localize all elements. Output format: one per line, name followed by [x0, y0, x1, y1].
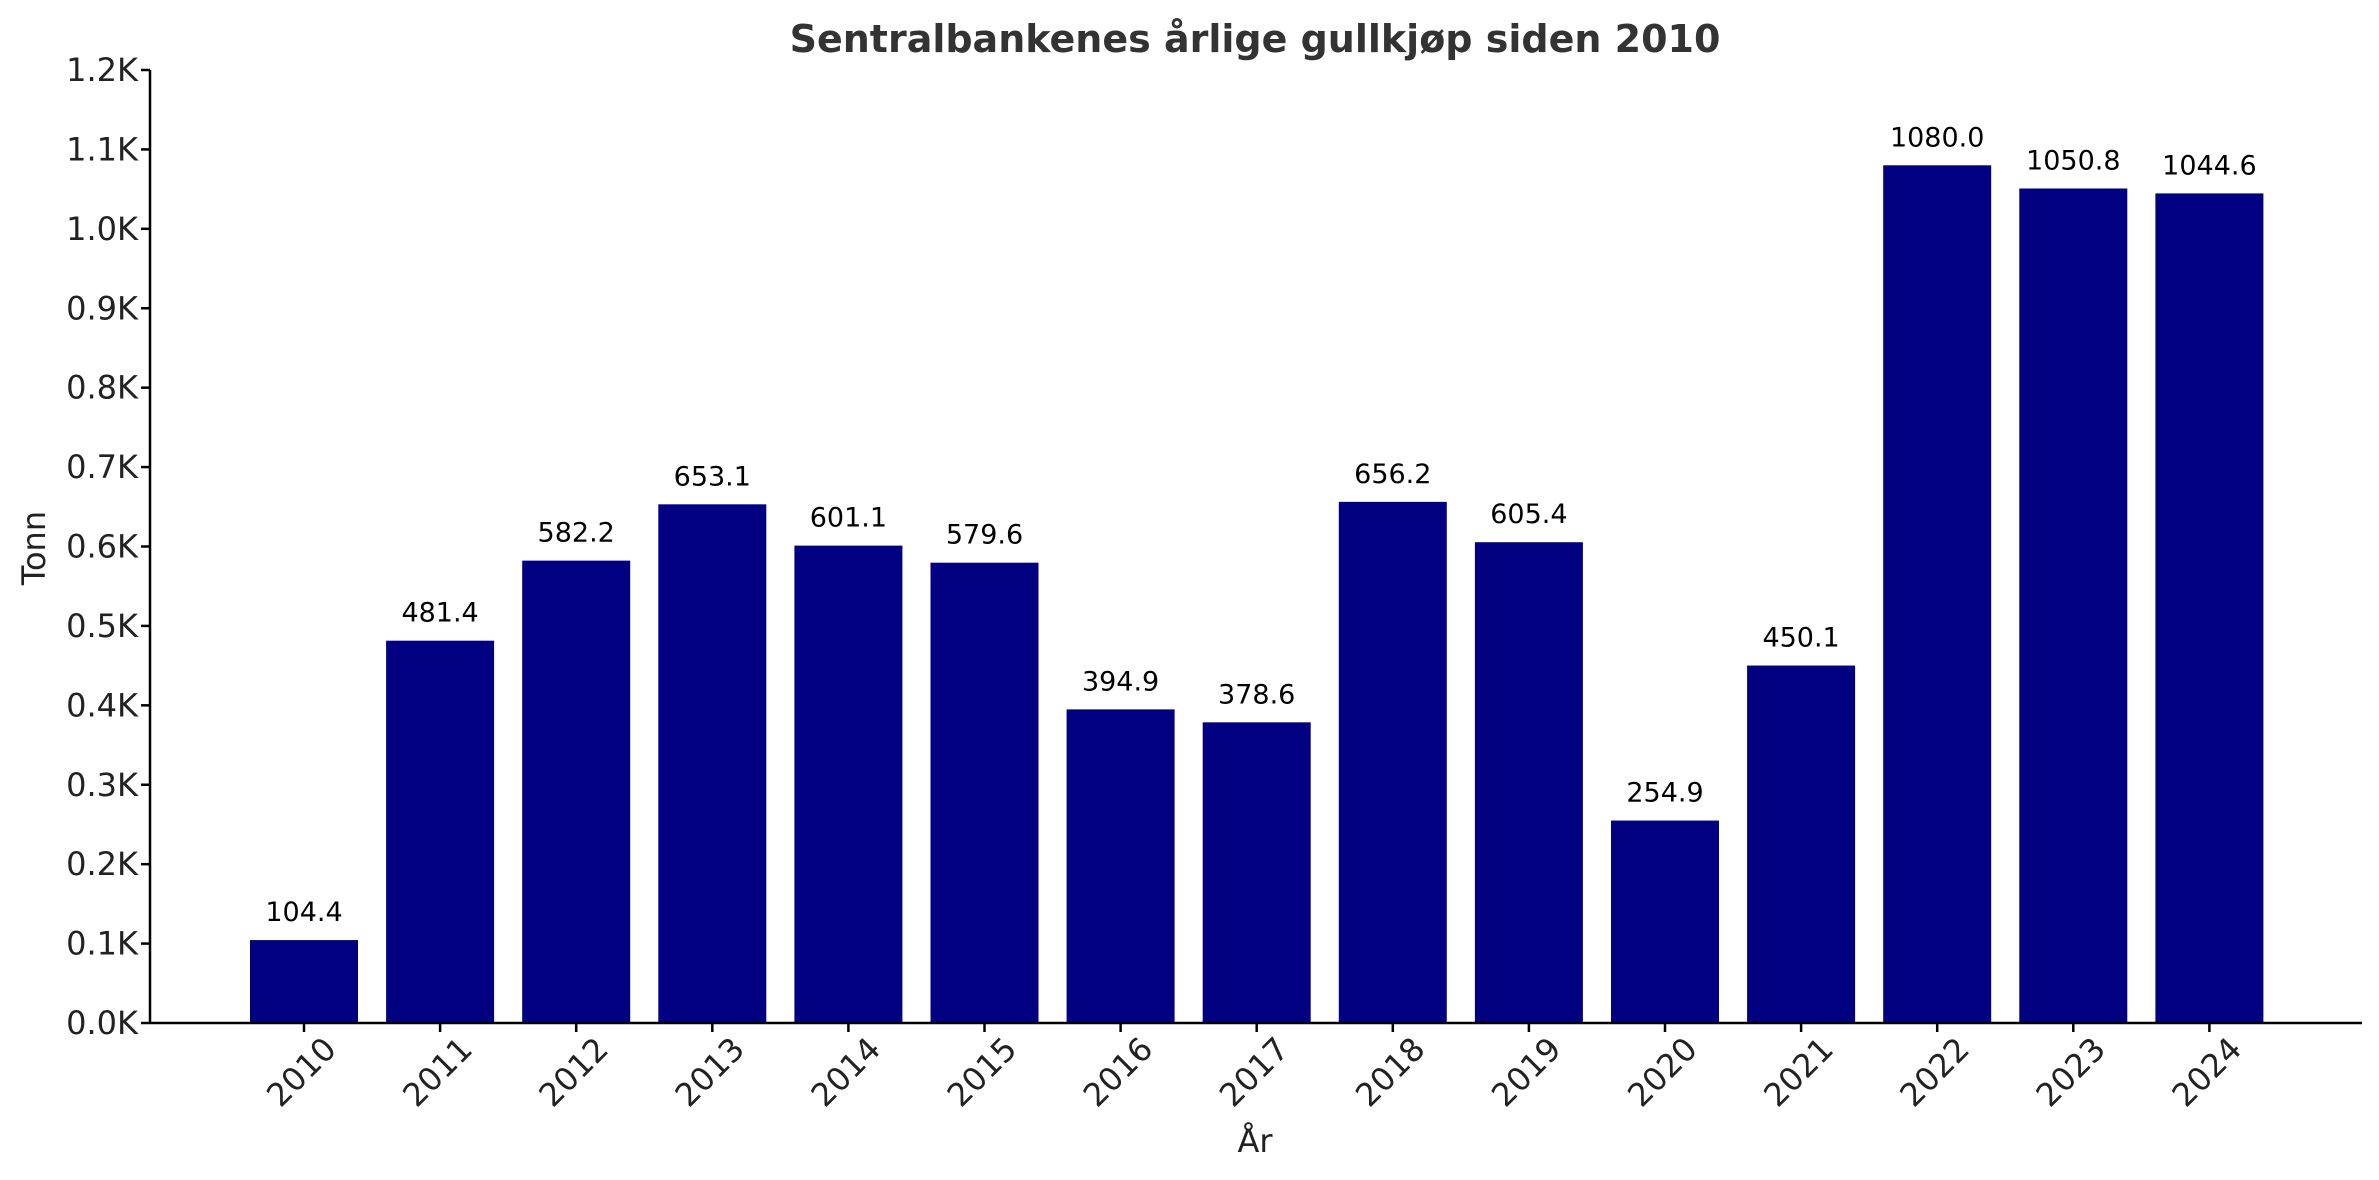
bar-2017 [1202, 722, 1311, 1023]
data-label-2018: 656.2 [1354, 459, 1431, 490]
x-tick-label: 2015 [940, 1030, 1024, 1114]
x-tick-label: 2020 [1620, 1030, 1704, 1114]
data-label-2020: 254.9 [1626, 778, 1703, 809]
data-label-2011: 481.4 [401, 598, 478, 629]
data-label-2012: 582.2 [538, 518, 615, 549]
x-tick-label: 2023 [2029, 1030, 2113, 1114]
y-tick-label: 0.6K [66, 528, 139, 566]
y-axis-label: Tonn [15, 511, 53, 586]
x-tick-label: 2022 [1892, 1030, 1976, 1114]
x-tick-label: 2018 [1348, 1030, 1432, 1114]
x-tick-label: 2014 [804, 1030, 888, 1114]
y-tick-label: 0.3K [66, 766, 139, 804]
x-axis-label: År [1237, 1122, 1273, 1160]
bar-2014 [794, 545, 903, 1023]
bar-2023 [2019, 188, 2128, 1023]
bar-2011 [386, 640, 495, 1023]
bar-2015 [930, 562, 1039, 1023]
data-label-2017: 378.6 [1218, 679, 1295, 710]
y-tick-label: 0.2K [66, 845, 139, 883]
bar-2018 [1338, 501, 1447, 1024]
data-label-2014: 601.1 [810, 503, 887, 534]
x-tick-label: 2021 [1756, 1030, 1840, 1114]
data-label-2022: 1080.0 [1890, 122, 1984, 153]
bar-2010 [250, 940, 358, 1023]
x-tick-label: 2019 [1484, 1030, 1568, 1114]
data-label-2015: 579.6 [946, 520, 1023, 551]
bar-2021 [1747, 665, 1856, 1023]
y-tick-label: 0.0K [66, 1004, 139, 1042]
chart-title: Sentralbankenes årlige gullkjøp siden 20… [790, 17, 1721, 61]
bar-2016 [1066, 709, 1175, 1023]
y-tick-label: 0.7K [66, 448, 139, 486]
x-tick-label: 2011 [395, 1030, 479, 1114]
data-label-2024: 1044.6 [2162, 150, 2256, 181]
bar-2019 [1474, 542, 1583, 1023]
y-tick-label: 0.1K [66, 925, 139, 963]
data-label-2010: 104.4 [265, 897, 342, 928]
y-tick-label: 1.1K [66, 130, 139, 168]
data-label-2013: 653.1 [674, 461, 751, 492]
bars-group [250, 165, 2264, 1024]
y-tick-label: 1.2K [66, 51, 139, 89]
y-tick-label: 0.4K [66, 686, 139, 724]
y-axis: 0.0K 0.1K 0.2K 0.3K 0.4K 0.5K 0.6K 0.7K 0.8K 0.9K… [66, 51, 152, 1042]
bar-2022 [1883, 165, 1992, 1024]
x-tick-label: 2010 [259, 1030, 343, 1114]
data-labels-group: 104.4 481.4 582.2 653.1 601.1 579.6 394.9 378.6… [265, 122, 2256, 928]
bar-2020 [1611, 820, 1719, 1023]
data-label-2016: 394.9 [1082, 666, 1159, 697]
y-tick-label: 0.5K [66, 607, 139, 645]
x-tick-label: 2024 [2165, 1030, 2249, 1114]
bar-2012 [522, 560, 631, 1023]
data-label-2019: 605.4 [1490, 499, 1567, 530]
x-tick-label: 2012 [531, 1030, 615, 1114]
bar-2013 [658, 504, 767, 1024]
data-label-2023: 1050.8 [2026, 145, 2120, 176]
x-tick-label: 2013 [668, 1030, 752, 1114]
y-tick-label: 0.8K [66, 369, 139, 407]
x-tick-label: 2017 [1212, 1030, 1296, 1114]
x-tick-label: 2016 [1076, 1030, 1160, 1114]
y-tick-label: 0.9K [66, 289, 139, 327]
x-axis: 2010 2011 2012 2013 2014 2015 2016 2017 2018 2019… [150, 1021, 2362, 1114]
y-tick-label: 1.0K [66, 210, 139, 248]
data-label-2021: 450.1 [1762, 623, 1839, 654]
bar-2024 [2155, 193, 2264, 1023]
